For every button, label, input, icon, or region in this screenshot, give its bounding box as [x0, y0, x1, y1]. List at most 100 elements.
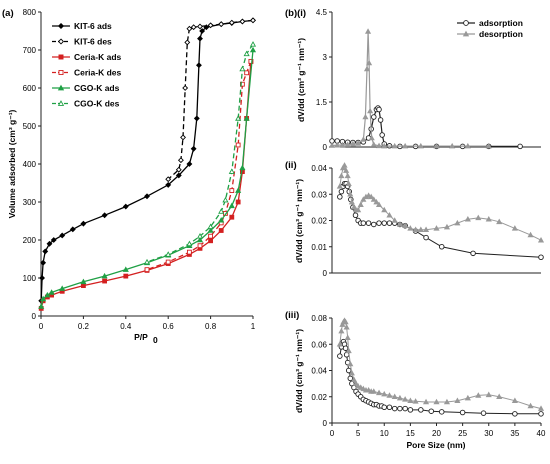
data-point [422, 398, 430, 405]
data-point [180, 134, 186, 141]
data-point [165, 176, 172, 183]
y-tick-label: 0 [323, 269, 328, 278]
data-point [186, 161, 193, 167]
data-point [433, 142, 440, 149]
y-tick-label: 0 [323, 143, 328, 152]
data-point [496, 218, 503, 225]
data-point [538, 411, 544, 417]
y-tick-label: 0.01 [311, 243, 327, 252]
data-point [376, 106, 382, 113]
data-point [512, 411, 518, 417]
data-point [347, 360, 354, 367]
data-point [59, 285, 66, 291]
legend-label: desorption [479, 29, 523, 39]
data-point [355, 206, 362, 213]
data-point [197, 35, 203, 42]
data-point [38, 303, 45, 309]
y-tick-label: 400 [23, 160, 37, 169]
data-point [338, 188, 345, 195]
data-point [433, 225, 440, 231]
data-point [69, 226, 76, 233]
data-point [337, 353, 343, 359]
data-point [196, 236, 204, 243]
x-tick-label: 0 [330, 429, 335, 438]
legend-a: KIT-6 ads KIT-6 des Ceria-K ads Ceria-K des… [52, 21, 122, 109]
legend-entry: Ceria-K ads [52, 52, 122, 62]
data-point [381, 206, 388, 213]
data-point [218, 217, 225, 223]
x-tick-label: 0.2 [78, 322, 90, 331]
data-point [222, 196, 229, 203]
data-point [381, 390, 388, 397]
data-point [347, 191, 354, 197]
data-point [370, 141, 377, 147]
legend-entry: Ceria-K des [52, 68, 122, 78]
y-tick-label: 100 [23, 274, 37, 283]
y-tick-label: 0 [32, 312, 37, 321]
data-point [197, 243, 203, 249]
data-point [44, 291, 51, 298]
data-point [412, 398, 419, 404]
data-point [80, 220, 87, 227]
data-point [59, 232, 66, 239]
data-point [375, 142, 383, 149]
data-point [243, 115, 250, 121]
series-desorption [328, 28, 492, 149]
x-axis-title-a: P/P [134, 332, 148, 342]
legend-entry: adsorption [457, 18, 523, 28]
data-point [396, 394, 403, 401]
data-point [58, 70, 64, 75]
data-point [122, 203, 129, 210]
data-point [338, 327, 345, 334]
y-tick-label: 0 [323, 419, 328, 428]
y-tick-label: 0.04 [311, 367, 327, 376]
legend-entry: KIT-6 des [52, 37, 112, 47]
data-point [407, 225, 414, 231]
data-point [207, 227, 214, 233]
data-point [449, 142, 456, 149]
data-point [235, 199, 241, 205]
data-point [165, 251, 172, 257]
data-point [186, 25, 193, 32]
data-point [175, 172, 182, 179]
data-point [345, 180, 352, 187]
data-point [196, 232, 204, 239]
x-tick-label: 30 [484, 429, 493, 438]
data-point [360, 220, 367, 226]
y-tick-label: 0.04 [311, 164, 327, 173]
data-point [248, 58, 254, 64]
data-point [454, 219, 461, 226]
data-point [368, 134, 375, 141]
data-point [239, 164, 246, 171]
data-point [344, 172, 351, 179]
data-point [344, 334, 351, 340]
x-tick-label: 10 [380, 429, 389, 438]
data-point [228, 202, 235, 209]
data-point [193, 115, 200, 122]
data-point [475, 392, 482, 398]
data-point [463, 20, 469, 26]
y-axis-title-b-i: dV/dd (cm³ g⁻¹ nm⁻¹) [296, 38, 306, 122]
y-tick-label: 300 [23, 198, 37, 207]
data-point [337, 194, 343, 200]
data-point [350, 204, 358, 210]
data-point [443, 223, 451, 230]
data-point [218, 208, 225, 214]
data-point [208, 238, 214, 244]
y-tick-label: 0.02 [311, 217, 327, 226]
legend-label: KIT-6 ads [74, 21, 112, 31]
data-point [239, 18, 246, 25]
y-axis-title-a: Volume adsorbed (cm³ g⁻¹) [7, 109, 17, 218]
data-point [339, 164, 347, 171]
data-point [362, 113, 369, 120]
series-desorption [336, 162, 545, 243]
x-tick-label: 35 [510, 429, 519, 438]
panel-label-b-i: (b)(i) [285, 8, 306, 19]
legend-entry: CGO-K ads [52, 83, 120, 93]
data-point [58, 54, 64, 60]
y-axis-title-b-iii: dV/dd (cm³ g⁻¹ nm⁻¹) [294, 329, 304, 413]
legend-label: CGO-K des [74, 99, 120, 109]
data-point [454, 397, 461, 403]
